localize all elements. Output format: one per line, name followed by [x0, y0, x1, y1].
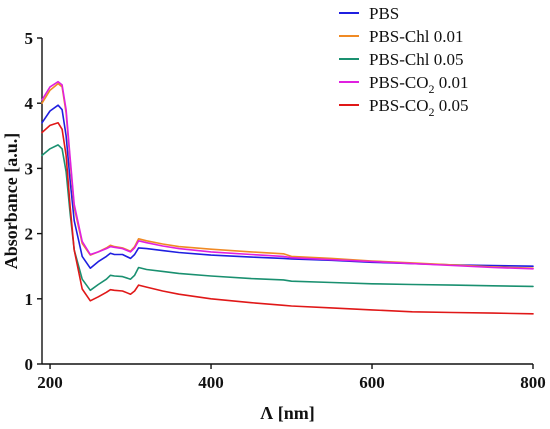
axes — [41, 38, 533, 365]
y-tick-label: 0 — [25, 355, 34, 374]
legend-label-suffix: 0.05 — [435, 96, 469, 115]
legend-label-4: PBS-CO2 0.05 — [369, 96, 469, 119]
x-tick-label: 800 — [520, 373, 546, 392]
series-line-4 — [41, 122, 534, 315]
legend-label-text: PBS-CO — [369, 96, 429, 115]
legend-label-text: PBS-CO — [369, 73, 429, 92]
x-ticks: 200 400 600 800 — [37, 364, 546, 392]
series-line-0 — [41, 104, 534, 270]
legend-label-suffix: 0.01 — [435, 73, 469, 92]
legend-label-subscript: 2 — [429, 82, 435, 96]
x-axis-title: Λ [nm] — [260, 403, 314, 423]
y-tick-label: 4 — [25, 94, 34, 113]
legend-label-subscript: 2 — [429, 105, 435, 119]
legend-label-1: PBS-Chl 0.01 — [369, 27, 463, 46]
y-tick-label: 1 — [25, 290, 34, 309]
series-line-2 — [41, 144, 534, 292]
legend-label-0: PBS — [369, 4, 399, 23]
y-tick-label: 3 — [25, 159, 34, 178]
y-axis-title: Absorbance [a.u.] — [1, 133, 21, 270]
legend-label-text: PBS — [369, 4, 399, 23]
series-line-3 — [41, 80, 534, 270]
x-tick-label: 200 — [37, 373, 63, 392]
x-tick-label: 400 — [198, 373, 224, 392]
legend-label-3: PBS-CO2 0.01 — [369, 73, 469, 96]
y-tick-label: 5 — [25, 29, 34, 48]
legend-label-2: PBS-Chl 0.05 — [369, 50, 463, 69]
legend-label-text: PBS-Chl 0.01 — [369, 27, 463, 46]
legend-label-text: PBS-Chl 0.05 — [369, 50, 463, 69]
x-tick-label: 600 — [359, 373, 385, 392]
y-tick-label: 2 — [25, 225, 34, 244]
series-lines — [41, 80, 534, 315]
y-ticks: 0 1 2 3 4 5 — [25, 29, 42, 374]
